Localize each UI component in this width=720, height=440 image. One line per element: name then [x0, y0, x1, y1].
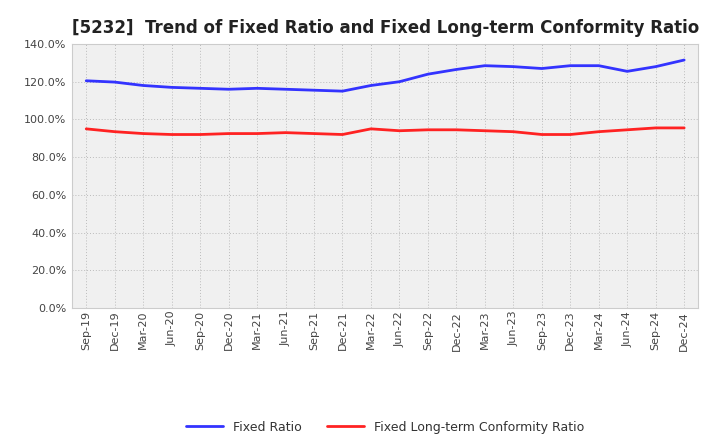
Fixed Long-term Conformity Ratio: [509, 129, 518, 134]
Fixed Long-term Conformity Ratio: [167, 132, 176, 137]
Fixed Ratio: [680, 57, 688, 62]
Line: Fixed Long-term Conformity Ratio: Fixed Long-term Conformity Ratio: [86, 128, 684, 135]
Fixed Ratio: [423, 72, 432, 77]
Fixed Long-term Conformity Ratio: [652, 125, 660, 131]
Fixed Long-term Conformity Ratio: [595, 129, 603, 134]
Fixed Long-term Conformity Ratio: [282, 130, 290, 135]
Fixed Ratio: [225, 87, 233, 92]
Fixed Ratio: [566, 63, 575, 68]
Fixed Long-term Conformity Ratio: [480, 128, 489, 133]
Fixed Long-term Conformity Ratio: [423, 127, 432, 132]
Fixed Long-term Conformity Ratio: [366, 126, 375, 132]
Fixed Long-term Conformity Ratio: [196, 132, 204, 137]
Fixed Ratio: [282, 87, 290, 92]
Fixed Ratio: [595, 63, 603, 68]
Fixed Ratio: [310, 88, 318, 93]
Fixed Long-term Conformity Ratio: [82, 126, 91, 132]
Fixed Long-term Conformity Ratio: [395, 128, 404, 133]
Fixed Ratio: [253, 86, 261, 91]
Fixed Ratio: [537, 66, 546, 71]
Fixed Ratio: [366, 83, 375, 88]
Fixed Long-term Conformity Ratio: [537, 132, 546, 137]
Fixed Long-term Conformity Ratio: [680, 125, 688, 131]
Fixed Ratio: [82, 78, 91, 84]
Fixed Long-term Conformity Ratio: [253, 131, 261, 136]
Fixed Ratio: [509, 64, 518, 69]
Title: [5232]  Trend of Fixed Ratio and Fixed Long-term Conformity Ratio: [5232] Trend of Fixed Ratio and Fixed Lo…: [71, 19, 699, 37]
Fixed Long-term Conformity Ratio: [566, 132, 575, 137]
Legend: Fixed Ratio, Fixed Long-term Conformity Ratio: Fixed Ratio, Fixed Long-term Conformity …: [181, 416, 590, 439]
Fixed Long-term Conformity Ratio: [338, 132, 347, 137]
Fixed Long-term Conformity Ratio: [452, 127, 461, 132]
Fixed Ratio: [395, 79, 404, 84]
Line: Fixed Ratio: Fixed Ratio: [86, 60, 684, 91]
Fixed Long-term Conformity Ratio: [310, 131, 318, 136]
Fixed Ratio: [338, 88, 347, 94]
Fixed Long-term Conformity Ratio: [225, 131, 233, 136]
Fixed Ratio: [480, 63, 489, 68]
Fixed Ratio: [452, 67, 461, 72]
Fixed Ratio: [110, 80, 119, 85]
Fixed Long-term Conformity Ratio: [139, 131, 148, 136]
Fixed Long-term Conformity Ratio: [623, 127, 631, 132]
Fixed Ratio: [196, 86, 204, 91]
Fixed Ratio: [652, 64, 660, 69]
Fixed Ratio: [139, 83, 148, 88]
Fixed Ratio: [623, 69, 631, 74]
Fixed Ratio: [167, 85, 176, 90]
Fixed Long-term Conformity Ratio: [110, 129, 119, 134]
